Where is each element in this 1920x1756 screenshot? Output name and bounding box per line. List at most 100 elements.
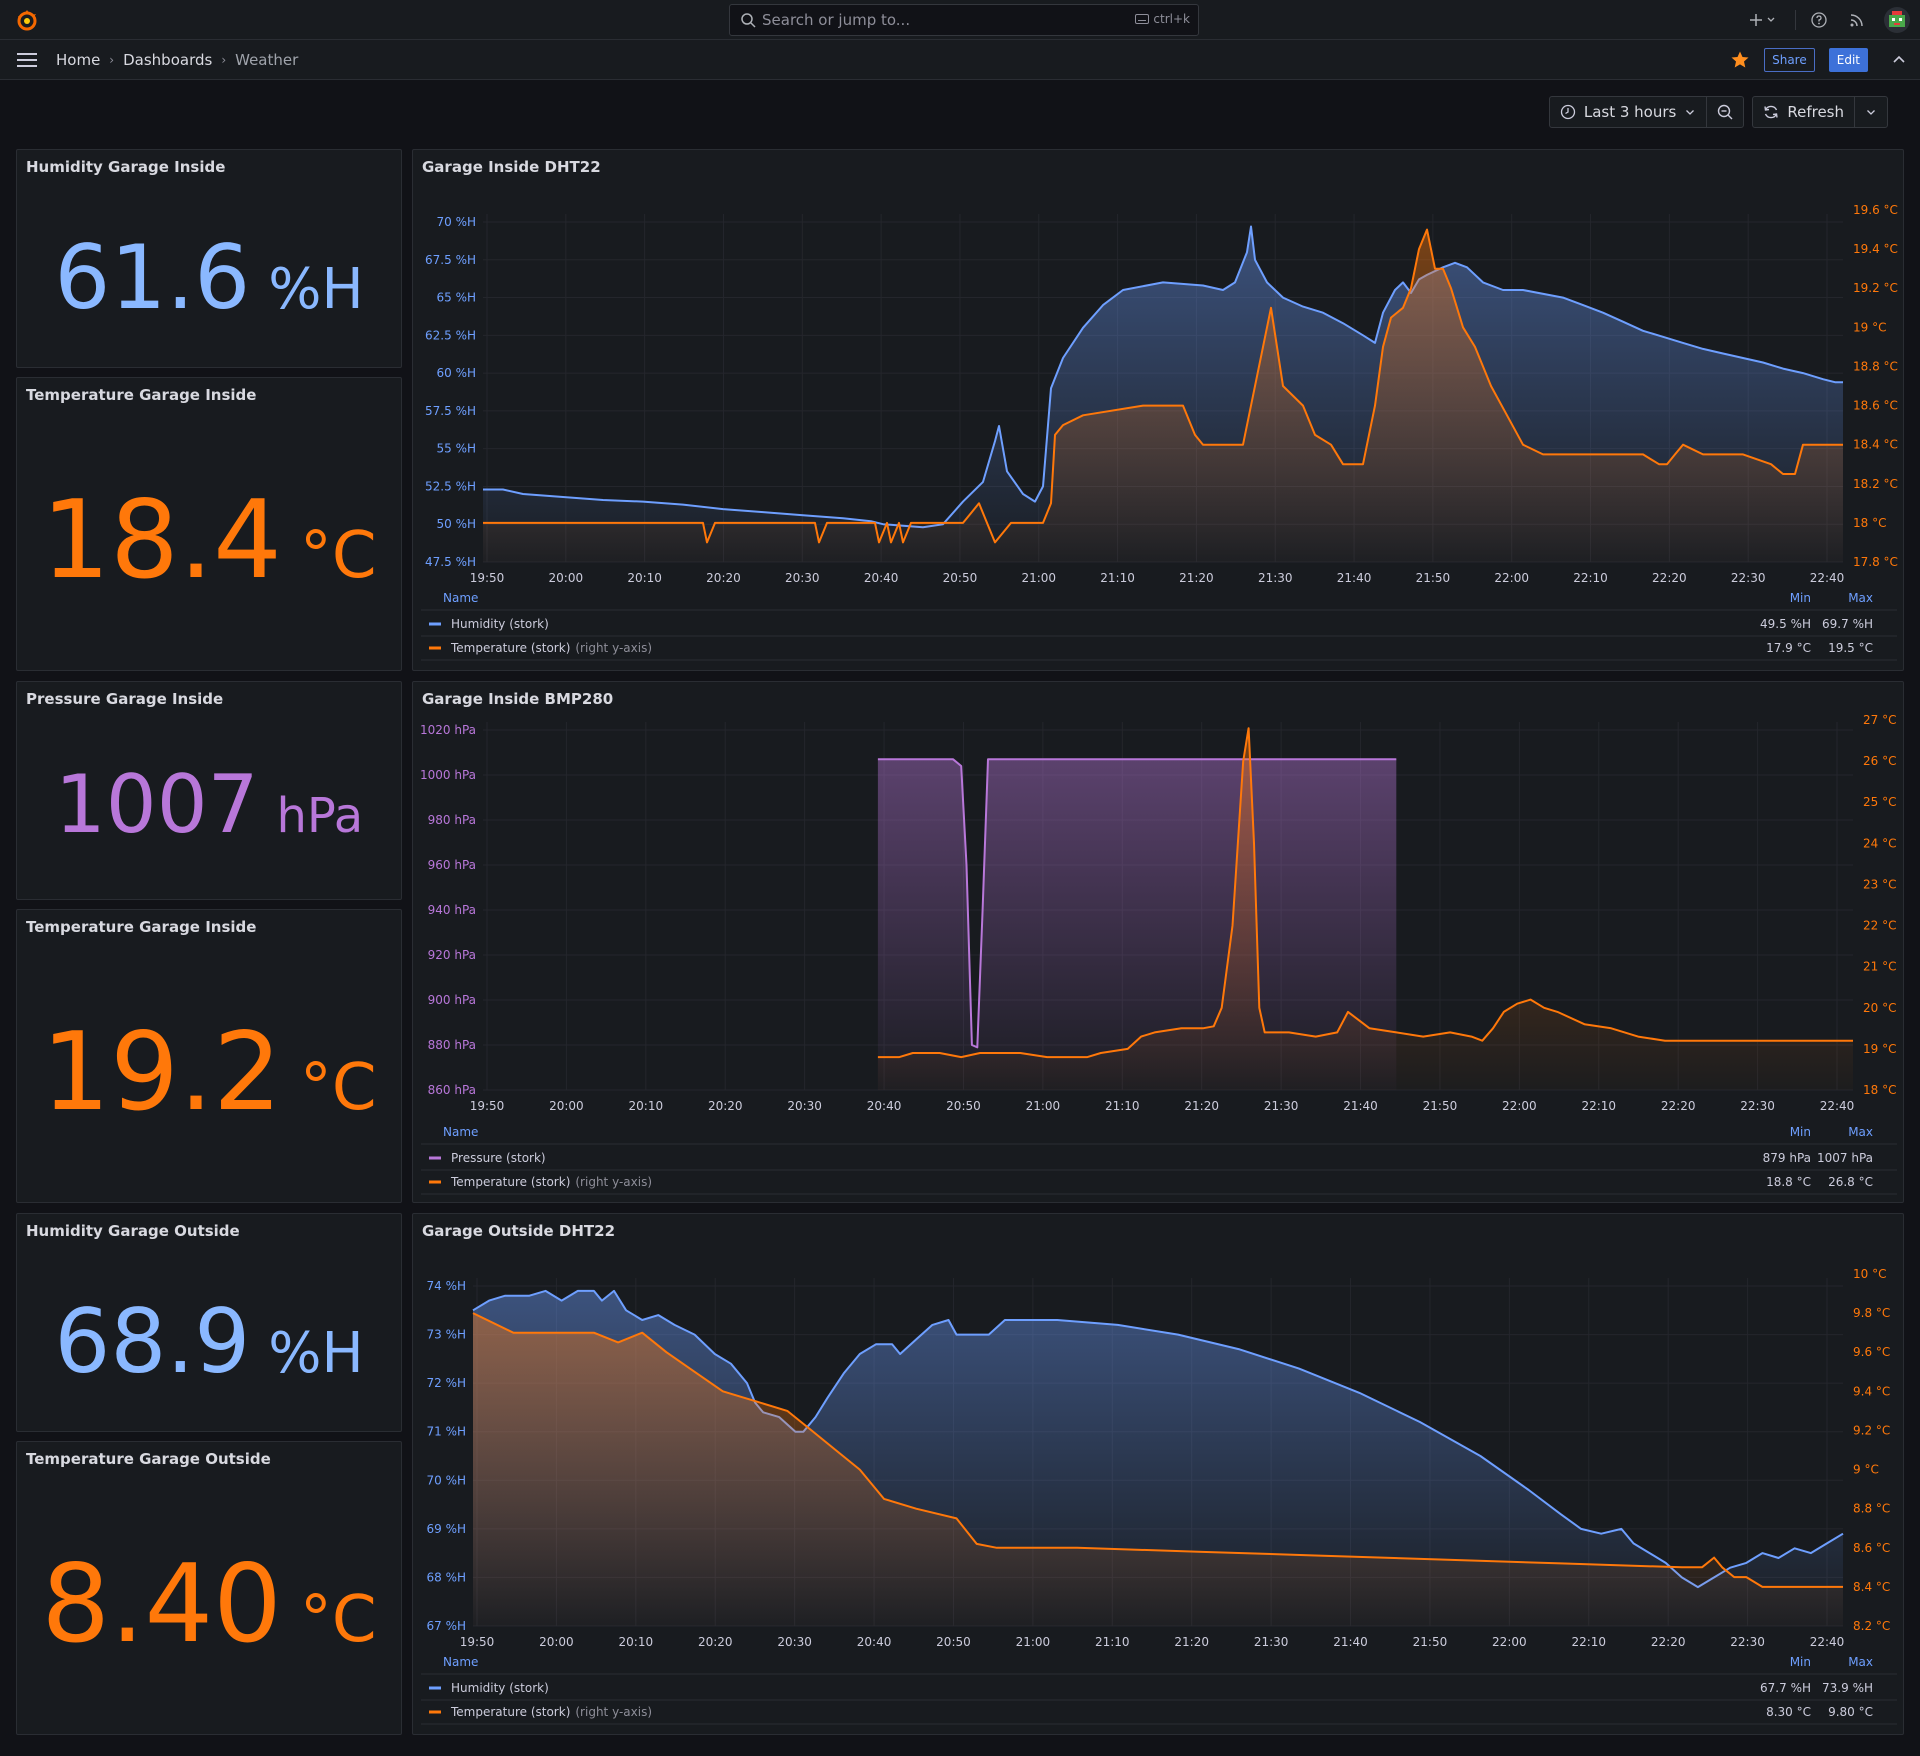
y-right-tick-label: 8.4 °C <box>1853 1580 1890 1594</box>
stat-panel-temperature-inside[interactable]: Temperature Garage Inside 18.4 °C <box>16 377 402 671</box>
stat-unit: hPa <box>276 788 364 844</box>
stat-panel-temperature-inside-bmp[interactable]: Temperature Garage Inside 19.2 °C <box>16 909 402 1203</box>
zoom-out-button[interactable] <box>1706 97 1743 127</box>
legend-max-value: 9.80 °C <box>1828 1705 1873 1719</box>
y-right-tick-label: 18 °C <box>1853 516 1886 530</box>
stat-panel-humidity-outside[interactable]: Humidity Garage Outside 68.9 %H <box>16 1213 402 1432</box>
series-line-secondary[interactable] <box>877 727 1853 1059</box>
stat-value: 18.4 <box>41 478 282 603</box>
legend-header-name[interactable]: Name <box>443 1125 478 1139</box>
y-left-tick-label: 74 %H <box>426 1279 466 1293</box>
legend-axis-note: (right y-axis) <box>575 641 652 655</box>
panel-title: Humidity Garage Inside <box>26 158 226 176</box>
legend-min-value: 879 hPa <box>1763 1151 1811 1165</box>
y-right-tick-label: 18 °C <box>1863 1083 1896 1097</box>
y-right-tick-label: 8.2 °C <box>1853 1619 1890 1633</box>
x-tick-label: 21:00 <box>1021 571 1056 585</box>
timeseries-chart-dht22-outside[interactable]: 19:50 20:00 20:10 20:20 20:30 20:40 20:50 21:00… <box>413 1214 1904 1735</box>
series-area-secondary <box>483 229 1843 562</box>
news-feed-icon[interactable] <box>1847 10 1867 30</box>
panel-title: Temperature Garage Inside <box>26 918 257 936</box>
legend-header-max[interactable]: Max <box>1848 1655 1873 1669</box>
timeseries-chart-bmp280-inside[interactable]: 19:50 20:00 20:10 20:20 20:30 20:40 20:50 21:00… <box>413 682 1904 1203</box>
x-tick-label: 21:20 <box>1184 1099 1219 1113</box>
legend-header-max[interactable]: Max <box>1848 1125 1873 1139</box>
legend-header-min[interactable]: Min <box>1790 1125 1811 1139</box>
stat-unit: %H <box>268 1321 364 1386</box>
legend-header-max[interactable]: Max <box>1848 591 1873 605</box>
chart-panel-garage-inside-bmp280[interactable]: Garage Inside BMP280 19:50 20:00 20:10 20:2… <box>412 681 1904 1203</box>
stat-panel-humidity-inside[interactable]: Humidity Garage Inside 61.6 %H <box>16 149 402 368</box>
y-left-tick-label: 57.5 %H <box>425 404 476 418</box>
legend-min-value: 49.5 %H <box>1760 617 1811 631</box>
edit-button[interactable]: Edit <box>1828 48 1868 72</box>
menu-hamburger-icon[interactable] <box>16 50 38 70</box>
legend-series-name[interactable]: Temperature (stork) <box>450 641 570 655</box>
share-button[interactable]: Share <box>1764 48 1815 72</box>
legend-series-name[interactable]: Humidity (stork) <box>451 617 549 631</box>
series-line-primary[interactable] <box>483 225 1843 529</box>
x-tick-label: 22:40 <box>1810 1635 1845 1649</box>
x-tick-label: 21:30 <box>1258 571 1293 585</box>
x-tick-label: 22:30 <box>1740 1099 1775 1113</box>
y-right-tick-label: 17.8 °C <box>1853 555 1898 569</box>
refresh-button[interactable]: Refresh <box>1753 97 1854 127</box>
chevron-up-icon[interactable] <box>1890 51 1908 69</box>
y-left-tick-label: 71 %H <box>426 1425 466 1439</box>
legend-max-value: 19.5 °C <box>1828 641 1873 655</box>
y-right-tick-label: 19 °C <box>1863 1042 1896 1056</box>
series-area-secondary <box>473 1313 1843 1626</box>
legend-max-value: 69.7 %H <box>1822 617 1873 631</box>
stat-panel-pressure-inside[interactable]: Pressure Garage Inside 1007 hPa <box>16 681 402 900</box>
breadcrumb-dashboards[interactable]: Dashboards <box>123 51 213 69</box>
x-tick-label: 20:40 <box>867 1099 902 1113</box>
stat-value: 8.40 <box>41 1542 282 1667</box>
time-picker-group: Last 3 hours <box>1548 96 1745 128</box>
x-tick-label: 20:50 <box>946 1099 981 1113</box>
legend-header-name[interactable]: Name <box>443 1655 478 1669</box>
y-left-tick-label: 960 hPa <box>428 858 476 872</box>
y-left-tick-label: 55 %H <box>436 442 476 456</box>
chart-panel-garage-inside-dht22[interactable]: Garage Inside DHT22 19:50 20:00 20:10 20:20… <box>412 149 1904 671</box>
y-left-tick-label: 1020 hPa <box>420 723 476 737</box>
legend-max-value: 73.9 %H <box>1822 1681 1873 1695</box>
stat-unit: %H <box>268 257 364 322</box>
breadcrumb-home[interactable]: Home <box>56 51 101 69</box>
legend-header-min[interactable]: Min <box>1790 591 1811 605</box>
legend-axis-note: (right y-axis) <box>575 1705 652 1719</box>
help-icon[interactable] <box>1809 10 1829 30</box>
series-line-primary[interactable] <box>877 758 1397 1049</box>
y-left-tick-label: 65 %H <box>436 291 476 305</box>
x-tick-label: 20:00 <box>549 1099 584 1113</box>
breadcrumb-chevron-icon: › <box>109 53 115 67</box>
grafana-logo-icon[interactable] <box>14 8 40 34</box>
chevron-down-icon <box>1686 110 1695 115</box>
y-right-tick-label: 9 °C <box>1853 1463 1879 1477</box>
legend-series-name[interactable]: Pressure (stork) <box>451 1151 546 1165</box>
search-icon <box>741 13 756 28</box>
x-tick-label: 19:50 <box>470 571 505 585</box>
series-line-secondary[interactable] <box>483 228 1843 544</box>
favorite-star-icon[interactable] <box>1730 50 1750 70</box>
y-right-tick-label: 21 °C <box>1863 960 1896 974</box>
y-left-tick-label: 62.5 %H <box>425 328 476 342</box>
legend-header-name[interactable]: Name <box>443 591 478 605</box>
legend-series-name[interactable]: Humidity (stork) <box>451 1681 549 1695</box>
y-right-tick-label: 9.8 °C <box>1853 1306 1890 1320</box>
refresh-interval-dropdown[interactable] <box>1854 97 1887 127</box>
timeseries-chart-dht22-inside[interactable]: 19:50 20:00 20:10 20:20 20:30 20:40 20:50 21:00… <box>413 150 1904 671</box>
new-plus-icon[interactable] <box>1748 10 1782 30</box>
chart-panel-garage-outside-dht22[interactable]: Garage Outside DHT22 19:50 20:00 20:10 20:2… <box>412 1213 1904 1735</box>
legend-header-min[interactable]: Min <box>1790 1655 1811 1669</box>
legend-series-name[interactable]: Temperature (stork) <box>450 1175 570 1189</box>
stat-value: 19.2 <box>41 1010 282 1135</box>
y-right-tick-label: 19.2 °C <box>1853 281 1898 295</box>
search-input[interactable]: Search or jump to... ctrl+k <box>729 4 1199 36</box>
stat-unit: °C <box>299 519 377 593</box>
time-range-picker[interactable]: Last 3 hours <box>1550 97 1707 127</box>
legend-series-name[interactable]: Temperature (stork) <box>450 1705 570 1719</box>
user-avatar[interactable] <box>1884 7 1910 33</box>
series-line-secondary[interactable] <box>472 1312 1843 1588</box>
stat-panel-temperature-outside[interactable]: Temperature Garage Outside 8.40 °C <box>16 1441 402 1735</box>
x-tick-label: 22:00 <box>1502 1099 1537 1113</box>
